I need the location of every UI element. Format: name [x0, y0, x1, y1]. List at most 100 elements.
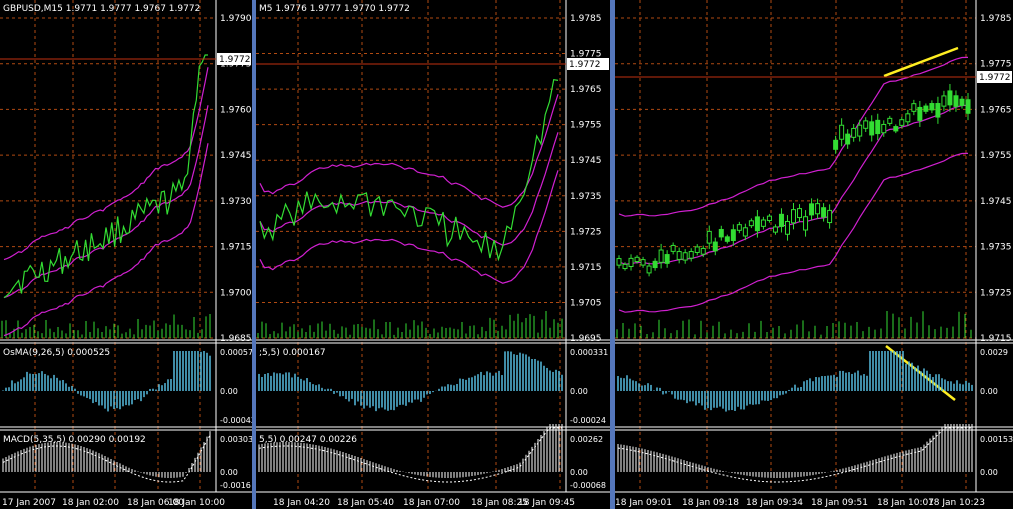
bollinger-lower: [3, 143, 209, 337]
price-axis-label: 1.9760: [220, 105, 252, 115]
macd-indicator-label: MACD(5,35,5) 0.00290 0.00192: [3, 435, 146, 445]
candle-body: [935, 103, 941, 118]
price-axis-label: 1.9725: [980, 288, 1012, 298]
chart-header: M5 1.9776 1.9777 1.9770 1.9772: [259, 4, 410, 14]
price-line: [259, 79, 559, 262]
candle-body: [688, 251, 694, 259]
price-axis-label: 1.9755: [570, 121, 602, 131]
candle-body: [784, 220, 790, 235]
osma-axis-label: -0.00024: [570, 416, 606, 425]
time-axis-label: 18 Jan 09:18: [682, 498, 739, 508]
candle-body: [730, 229, 736, 241]
candle-body: [760, 219, 766, 227]
osma-axis-label: 0.0029: [980, 348, 1008, 357]
candle-body: [676, 251, 682, 260]
time-axis-label: 18 Jan 09:45: [518, 498, 575, 508]
current-price-box: [977, 71, 1012, 83]
price-axis-label: 1.9725: [570, 227, 602, 237]
candle-body: [712, 241, 718, 252]
current-price-label: 1.9772: [569, 60, 601, 70]
current-price-box: [567, 58, 609, 70]
macd-indicator-label: 5,5) 0.00247 0.00226: [259, 435, 357, 445]
time-axis-label: 18 Jan 08:25: [471, 498, 528, 508]
macd-signal-line: [617, 427, 972, 483]
candle-body: [947, 90, 953, 106]
macd-axis-label: -0.00068: [570, 481, 606, 490]
price-axis-label: 1.9735: [570, 192, 602, 202]
candle-body: [953, 95, 959, 107]
macd-axis-label: 0.00: [220, 468, 238, 477]
candle-body: [670, 244, 676, 252]
macd-axis-label: 0.00153: [980, 435, 1013, 444]
price-axis-label: 1.9735: [980, 243, 1012, 253]
chart-window-3[interactable]: 1.9785 1.9775 1.9765 1.9755 1.9745 1.9735 1.97…: [615, 0, 1013, 509]
price-axis-label: 1.9785: [980, 14, 1012, 24]
window-splitter[interactable]: [252, 0, 256, 509]
candle-body: [911, 103, 917, 112]
candle-body: [821, 207, 827, 218]
trendline-price[interactable]: [883, 46, 959, 78]
chart-header: GBPUSD,M15 1.9771 1.9777 1.9767 1.9772: [3, 4, 200, 14]
candle-body: [646, 265, 652, 274]
price-axis-label: 1.9790: [220, 14, 252, 24]
time-axis-label: 18 Jan 09:51: [811, 498, 868, 508]
price-axis-label: 1.9765: [570, 85, 602, 95]
candle-body: [664, 254, 670, 264]
macd-axis-label: 0.00: [570, 468, 588, 477]
price-axis-label: 1.9775: [570, 50, 602, 60]
candle-body: [815, 203, 821, 215]
price-axis-label: 1.9785: [570, 14, 602, 24]
price-axis-label: 1.9715: [220, 243, 252, 253]
osma-axis-label: 0.00057: [220, 348, 253, 357]
candle-body: [863, 120, 869, 129]
chart-window-2[interactable]: 1.9785 1.9775 1.9765 1.9755 1.9745 1.9735 1.97…: [256, 0, 610, 509]
price-axis-label: 1.9730: [220, 197, 252, 207]
time-axis-label: 18 Jan 09:01: [615, 498, 672, 508]
chart-background: [256, 0, 610, 509]
macd-axis-label: -0.0016: [220, 481, 251, 490]
candle-body: [803, 216, 809, 231]
time-axis-label: 18 Jan 04:20: [273, 498, 330, 508]
candle-body: [965, 99, 971, 114]
window-splitter[interactable]: [610, 0, 615, 509]
candle-body: [748, 220, 754, 227]
current-price-label: 1.9772: [979, 73, 1011, 83]
time-axis-label: 18 Jan 09:34: [746, 498, 803, 508]
candle-body: [809, 203, 815, 216]
candle-body: [682, 252, 688, 261]
macd-signal-line: [2, 434, 211, 483]
candle-body: [694, 246, 700, 254]
time-axis-label: 18 Jan 02:00: [62, 498, 119, 508]
bollinger-lower: [618, 152, 969, 313]
price-axis-label: 1.9695: [570, 334, 602, 344]
candle-body: [941, 95, 947, 107]
current-price-label: 1.9772: [219, 55, 251, 65]
osma-axis-label: 0.00: [570, 387, 588, 396]
time-axis-label: 18 Jan 10:00: [168, 498, 225, 508]
candle-body: [917, 106, 923, 121]
price-axis-label: 1.9715: [570, 263, 602, 273]
candle-body: [658, 249, 664, 263]
candle-body: [772, 226, 778, 233]
candle-body: [827, 209, 833, 224]
candle-body: [923, 105, 929, 112]
candle-body: [887, 117, 893, 124]
price-line: [3, 54, 208, 299]
osma-indicator-label: ;5,5) 0.000167: [259, 348, 326, 358]
price-axis-label: 1.9755: [980, 151, 1012, 161]
chart-background: [0, 0, 252, 509]
osma-axis-label: 0.00: [980, 387, 998, 396]
candle-body: [622, 263, 628, 270]
candle-body: [724, 236, 730, 242]
price-axis-label: 1.9705: [570, 298, 602, 308]
candle-body: [652, 260, 658, 269]
macd-signal-line: [258, 427, 562, 483]
osma-axis-label: 0.000331: [570, 348, 608, 357]
candle-body: [754, 216, 760, 232]
chart-window-1[interactable]: 1.97901.97751.97601.97451.97301.97151.97…: [0, 0, 256, 509]
candle-body: [742, 227, 748, 237]
candle-body: [640, 259, 646, 266]
candle-body: [718, 228, 724, 238]
